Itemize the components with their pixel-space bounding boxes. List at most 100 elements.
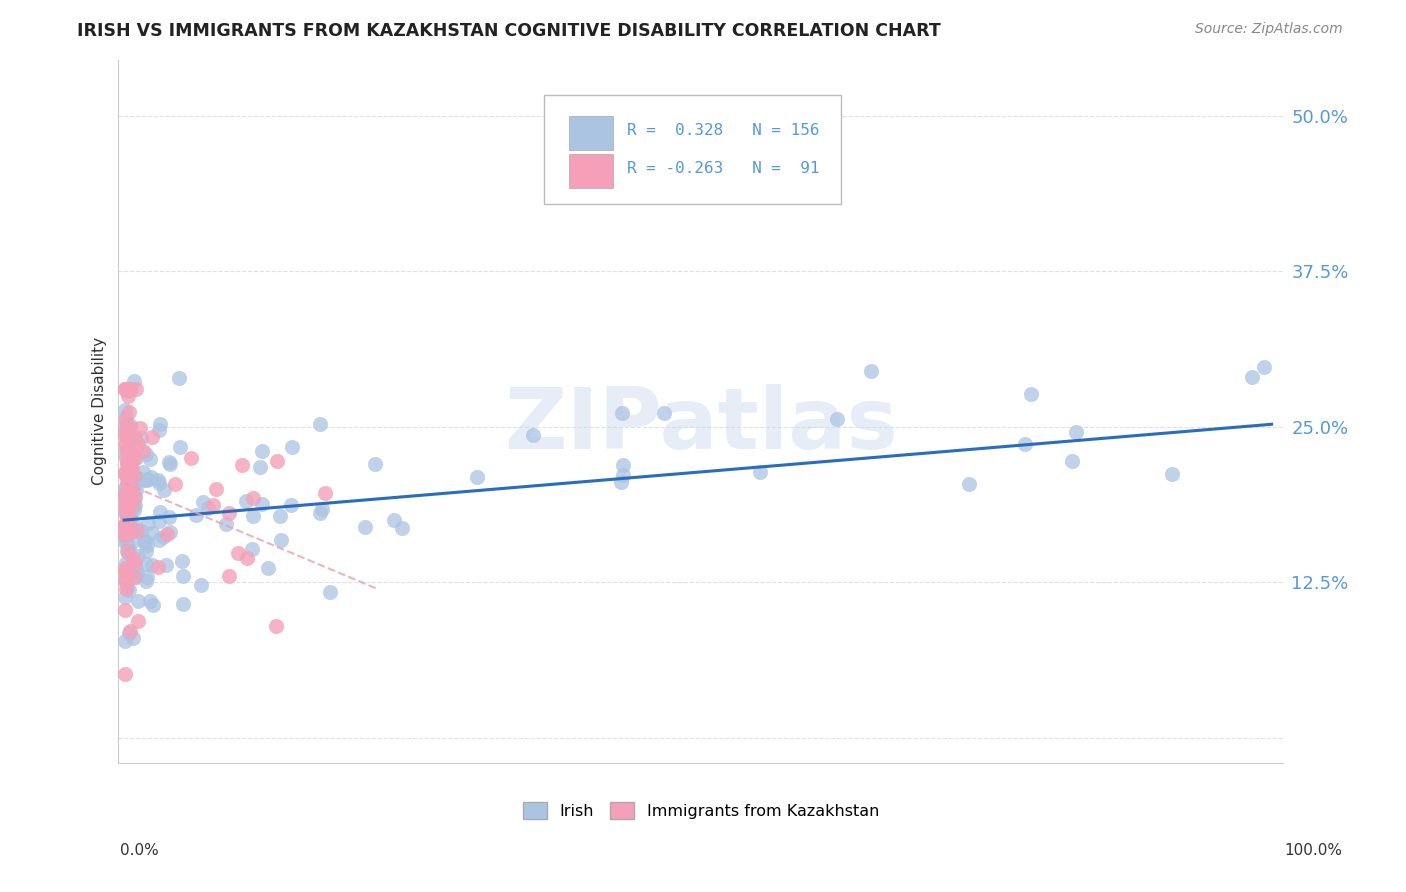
Point [240,542,263,557]
Point [146,473,169,487]
Point [114,517,136,532]
Point [114,590,136,604]
Point [115,485,138,500]
Point [115,383,138,397]
Point [114,489,136,503]
Point [190,578,212,592]
Point [1064,425,1087,440]
Point [957,476,980,491]
Point [146,559,169,574]
Point [136,538,159,552]
Point [114,533,136,547]
Point [115,423,138,437]
Point [122,523,145,537]
Point [117,455,139,469]
Point [125,450,148,465]
Point [115,501,138,516]
Text: R = -0.263   N =  91: R = -0.263 N = 91 [627,161,820,177]
Point [127,594,149,608]
Point [1253,359,1275,374]
Point [135,574,157,588]
Point [117,475,139,490]
Point [125,483,148,497]
Point [117,525,139,540]
Point [115,471,138,485]
Point [115,409,138,423]
Point [157,510,180,524]
Point [382,513,405,527]
Point [612,468,634,483]
Point [124,490,146,504]
Point [117,442,139,457]
Point [114,520,136,534]
Point [127,614,149,628]
Point [114,561,136,575]
Point [115,383,138,397]
Point [114,634,136,648]
Point [141,558,163,572]
Point [141,470,163,484]
Point [159,457,181,471]
Point [117,422,139,436]
Point [114,534,136,549]
Point [127,470,149,484]
Point [266,618,288,632]
Point [391,521,413,535]
Point [121,521,143,535]
Point [152,530,174,544]
Point [1019,387,1042,401]
Point [114,424,136,438]
Point [167,371,190,385]
Point [134,534,156,549]
Point [115,420,138,434]
Point [121,519,143,533]
Point [226,546,249,560]
Point [124,498,146,512]
Point [114,488,136,502]
Point [114,565,136,579]
Point [364,457,387,471]
Point [122,489,145,503]
Point [114,383,136,397]
Point [139,594,162,608]
Point [114,517,136,532]
Point [117,481,139,495]
Point [121,382,143,396]
Point [122,550,145,565]
Point [141,525,163,540]
Point [270,533,292,548]
Point [122,375,145,389]
Point [114,447,136,461]
Point [269,508,291,523]
Point [117,418,139,433]
Point [249,459,271,474]
Point [114,428,136,442]
Point [114,481,136,495]
Point [156,526,179,541]
Point [860,364,883,378]
Point [1062,454,1084,468]
Point [118,442,141,456]
Point [202,498,225,512]
Point [134,535,156,549]
Point [114,517,136,532]
Point [114,465,136,479]
Point [115,467,138,482]
Point [135,544,157,558]
Point [125,383,148,397]
Point [186,508,208,522]
Point [172,553,194,567]
Point [118,383,141,397]
Point [114,439,136,453]
Point [117,546,139,560]
Point [148,423,170,437]
Text: R =  0.328   N = 156: R = 0.328 N = 156 [627,123,820,138]
Point [115,458,138,472]
Point [124,431,146,445]
Point [281,440,304,454]
Point [129,421,152,435]
Point [114,565,136,579]
Point [118,448,141,462]
Point [155,558,177,572]
Point [465,470,488,484]
